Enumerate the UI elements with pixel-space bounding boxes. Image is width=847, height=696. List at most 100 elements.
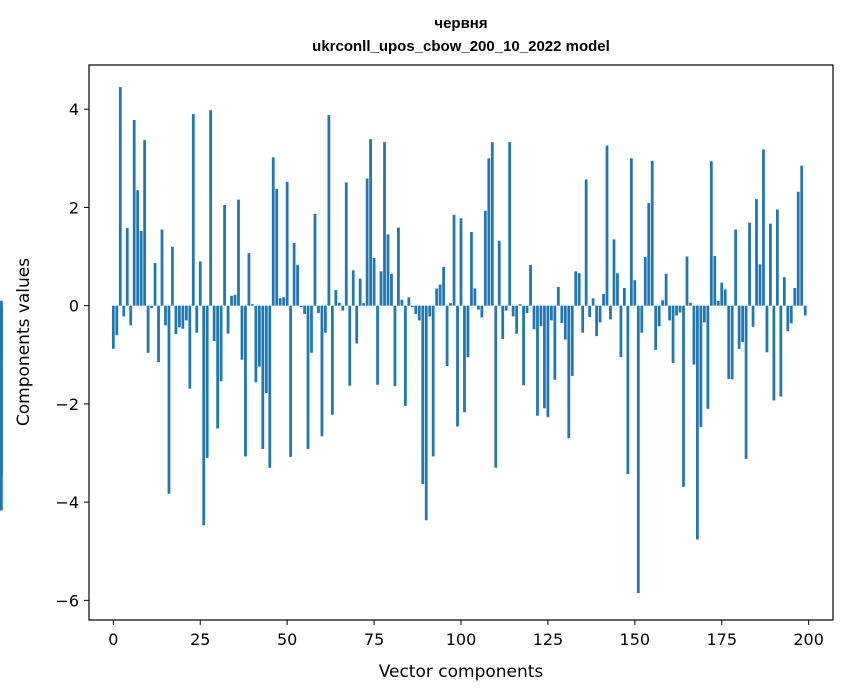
bar	[550, 305, 553, 321]
bar	[150, 305, 153, 309]
bar	[0, 305, 3, 476]
bar	[473, 288, 477, 306]
bar	[518, 304, 522, 306]
bar	[233, 294, 237, 306]
y-tick-label: 2	[69, 198, 79, 217]
bar	[508, 142, 512, 306]
bar	[442, 266, 446, 306]
bar	[139, 231, 143, 306]
bar	[741, 305, 744, 343]
bar	[251, 304, 254, 306]
plot-frame	[88, 64, 834, 621]
bar	[532, 305, 536, 330]
bar	[612, 239, 616, 306]
bar	[195, 305, 199, 333]
bar	[664, 273, 668, 306]
bar	[275, 188, 279, 306]
bar	[685, 256, 689, 306]
x-axis-label: Vector components	[379, 662, 544, 682]
bar	[480, 305, 484, 318]
bar	[282, 297, 286, 306]
bar	[706, 305, 710, 409]
bar	[539, 305, 543, 327]
x-tick-label: 125	[533, 630, 564, 649]
bars	[0, 87, 807, 593]
bar	[796, 191, 800, 306]
bar	[779, 305, 783, 397]
bar	[629, 158, 633, 306]
bar	[129, 305, 133, 326]
bar	[424, 305, 428, 521]
bar	[178, 305, 181, 328]
bar	[264, 305, 268, 394]
bar	[358, 278, 362, 306]
bar	[337, 302, 341, 306]
bar	[410, 305, 414, 308]
y-tick-label: 4	[69, 100, 79, 119]
bar	[643, 257, 647, 306]
bar	[313, 213, 317, 306]
x-tick-label: 75	[364, 630, 384, 649]
bar	[470, 231, 473, 306]
bar	[421, 305, 425, 484]
bar	[209, 110, 213, 306]
x-tick-label: 150	[620, 630, 651, 649]
bar	[720, 282, 724, 306]
y-tick-label: −2	[55, 395, 79, 414]
bar	[244, 305, 247, 457]
bar	[671, 305, 675, 364]
bar	[456, 305, 459, 427]
bar	[306, 305, 310, 450]
bar	[483, 210, 487, 306]
bar	[449, 303, 452, 306]
bar	[689, 302, 692, 306]
bar	[699, 305, 703, 427]
bar	[184, 305, 188, 321]
bar	[775, 209, 779, 306]
bar	[793, 287, 797, 306]
bar	[536, 305, 539, 416]
bar	[417, 305, 421, 321]
bar	[758, 264, 762, 306]
bar	[125, 228, 129, 306]
bar	[230, 295, 233, 306]
bar	[216, 305, 220, 429]
bar	[452, 214, 456, 306]
bar	[379, 271, 383, 306]
chart-subtitle: ukrconll_upos_cbow_200_10_2022 model	[312, 38, 610, 55]
bar	[598, 305, 602, 323]
bar	[299, 305, 303, 308]
bar	[504, 305, 508, 311]
bar	[223, 204, 226, 306]
bar	[303, 305, 306, 315]
chart-title: червня	[434, 15, 487, 32]
x-axis-ticks: 0 25 50 75 100 125 150 175 200	[108, 620, 824, 649]
bar	[122, 305, 126, 317]
bar	[0, 305, 3, 363]
bar	[494, 305, 498, 468]
bar	[490, 142, 494, 306]
bar	[118, 87, 122, 306]
bar	[365, 178, 369, 306]
bar	[205, 305, 209, 458]
bar	[164, 305, 167, 326]
bar	[431, 305, 435, 457]
bar	[132, 120, 136, 306]
bar	[355, 305, 359, 344]
bar	[310, 305, 313, 353]
bar	[744, 305, 748, 459]
bar	[285, 181, 289, 306]
bar	[748, 222, 751, 306]
bar	[320, 305, 324, 437]
bar	[407, 297, 411, 306]
bar	[344, 182, 348, 306]
bar	[111, 305, 115, 349]
bar	[237, 199, 240, 306]
bar	[543, 305, 546, 409]
bar	[278, 298, 282, 306]
bar	[605, 145, 609, 306]
bar	[591, 298, 595, 306]
x-tick-label: 25	[190, 630, 210, 649]
bar	[369, 139, 372, 306]
